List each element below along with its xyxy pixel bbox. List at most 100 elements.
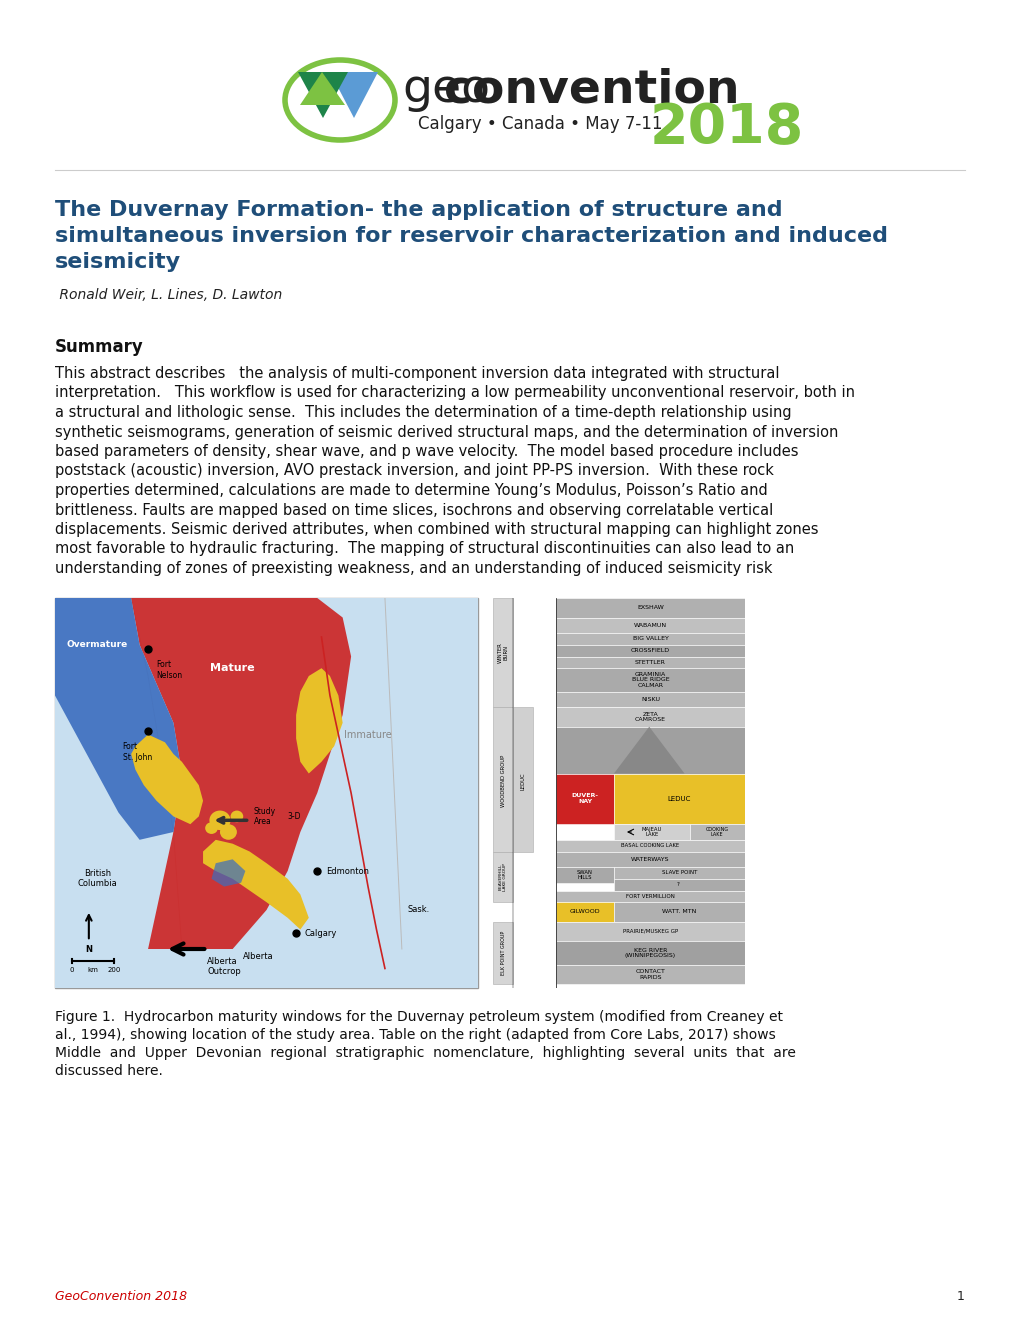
Text: Fort
St. John: Fort St. John [122,742,152,762]
Polygon shape [296,668,342,774]
Circle shape [230,810,243,822]
Text: STETTLER: STETTLER [635,660,665,665]
Text: km: km [88,966,99,973]
Text: Fort
Nelson: Fort Nelson [156,660,182,680]
Text: 0: 0 [69,966,74,973]
Text: WOODBEND GROUP: WOODBEND GROUP [500,755,505,808]
Text: a structural and lithologic sense.  This includes the determination of a time-de: a structural and lithologic sense. This … [55,405,791,420]
Text: geo: geo [401,67,489,112]
Text: Alberta
Outcrop: Alberta Outcrop [207,957,240,977]
Text: FORT VERMILLION: FORT VERMILLION [626,894,675,899]
Text: 2018: 2018 [649,102,804,154]
Bar [555,598,744,618]
Text: interpretation.   This workflow is used for characterizing a low permeability un: interpretation. This workflow is used fo… [55,385,854,400]
Text: CROSSFIELD: CROSSFIELD [631,648,669,653]
Bar [555,668,744,692]
Bar [555,656,744,668]
Text: ELK POINT GROUP: ELK POINT GROUP [500,931,505,975]
Text: WABAMUN: WABAMUN [634,623,666,628]
Text: SWAN
HILLS: SWAN HILLS [577,870,592,880]
Text: N: N [86,945,93,954]
Text: properties determined, calculations are made to determine Young’s Modulus, Poiss: properties determined, calculations are … [55,483,767,498]
Text: seismicity: seismicity [55,252,181,272]
Text: British
Columbia: British Columbia [77,869,117,888]
Text: Summary: Summary [55,338,144,356]
Polygon shape [211,859,246,887]
Text: GRAMINIA
BLUE RIDGE
CALMAR: GRAMINIA BLUE RIDGE CALMAR [631,672,668,688]
Bar [613,867,744,879]
Text: This abstract describes   the analysis of multi-component inversion data integra: This abstract describes the analysis of … [55,366,779,381]
Text: Ronald Weir, L. Lines, D. Lawton: Ronald Weir, L. Lines, D. Lawton [55,288,282,302]
Text: Edmonton: Edmonton [325,866,368,875]
Text: Immature: Immature [343,730,391,739]
Bar [492,598,513,708]
Polygon shape [203,840,309,929]
Bar [492,851,513,902]
Bar [555,921,744,941]
Bar [613,879,744,891]
Bar [613,824,689,840]
Text: KEG RIVER
(WINNIPEGOSIS): KEG RIVER (WINNIPEGOSIS) [625,948,676,958]
Polygon shape [330,73,378,117]
Text: 1: 1 [956,1290,964,1303]
Polygon shape [613,727,684,774]
Text: GILWOOD: GILWOOD [569,909,600,915]
Text: synthetic seismograms, generation of seismic derived structural maps, and the de: synthetic seismograms, generation of sei… [55,425,838,440]
Text: EXSHAW: EXSHAW [637,606,663,610]
Bar [555,618,744,634]
Circle shape [220,824,236,840]
Circle shape [205,822,218,834]
Text: ?: ? [677,882,681,887]
Polygon shape [300,73,344,106]
Bar [492,921,513,985]
Polygon shape [131,734,203,824]
Ellipse shape [284,59,394,140]
Bar [613,902,744,921]
Circle shape [209,810,230,830]
Text: based parameters of density, shear wave, and p wave velocity.  The model based p: based parameters of density, shear wave,… [55,444,798,459]
Text: Sask.: Sask. [408,906,429,915]
Bar [555,774,613,824]
Text: al., 1994), showing location of the study area. Table on the right (adapted from: al., 1994), showing location of the stud… [55,1028,775,1041]
Text: GeoConvention 2018: GeoConvention 2018 [55,1290,186,1303]
Bar [555,851,744,867]
Polygon shape [55,598,181,840]
Text: BASAL COOKING LAKE: BASAL COOKING LAKE [621,843,679,849]
Text: discussed here.: discussed here. [55,1064,163,1078]
Text: ZETA
CAMROSE: ZETA CAMROSE [635,711,665,722]
Polygon shape [298,73,347,117]
Text: BEAVERHILL
LAKE GROUP: BEAVERHILL LAKE GROUP [498,863,506,891]
Text: convention: convention [443,67,739,112]
Bar [555,727,744,774]
Text: NISKU: NISKU [640,697,659,702]
Text: Calgary • Canada • May 7-11: Calgary • Canada • May 7-11 [418,115,662,133]
Bar [55,598,478,987]
Bar [555,644,744,656]
Text: Study
Area: Study Area [254,807,276,826]
Bar [689,824,744,840]
Text: DUVER-
NAY: DUVER- NAY [571,793,598,804]
Text: WATERWAYS: WATERWAYS [631,857,669,862]
Bar [555,867,613,883]
Text: simultaneous inversion for reservoir characterization and induced: simultaneous inversion for reservoir cha… [55,226,888,246]
Text: PRAIRIE/MUSKEG GP: PRAIRIE/MUSKEG GP [623,929,678,935]
Text: IRETON: IRETON [638,747,661,752]
Text: MAJEAU
LAKE: MAJEAU LAKE [641,826,661,837]
Text: BIG VALLEY: BIG VALLEY [632,636,667,642]
Bar [492,708,513,851]
Text: 3-D: 3-D [287,812,301,821]
Text: understanding of zones of preexisting weakness, and an understanding of induced : understanding of zones of preexisting we… [55,561,771,576]
Text: SLAVE POINT: SLAVE POINT [661,870,696,875]
Bar [513,708,533,851]
Bar [555,902,613,921]
Text: most favorable to hydraulic fracturing.  The mapping of structural discontinuiti: most favorable to hydraulic fracturing. … [55,541,794,557]
Text: Alberta: Alberta [243,952,273,961]
Text: displacements. Seismic derived attributes, when combined with structural mapping: displacements. Seismic derived attribute… [55,521,817,537]
Text: Middle  and  Upper  Devonian  regional  stratigraphic  nomenclature,  highlighti: Middle and Upper Devonian regional strat… [55,1045,795,1060]
Text: LEDUC: LEDUC [667,796,691,801]
Text: Figure 1.  Hydrocarbon maturity windows for the Duvernay petroleum system (modif: Figure 1. Hydrocarbon maturity windows f… [55,1010,783,1024]
Text: CONTACT
RAPIDS: CONTACT RAPIDS [635,969,664,979]
Text: LEDUC: LEDUC [521,772,525,791]
Text: The Duvernay Formation- the application of structure and: The Duvernay Formation- the application … [55,201,782,220]
Bar [555,708,744,727]
